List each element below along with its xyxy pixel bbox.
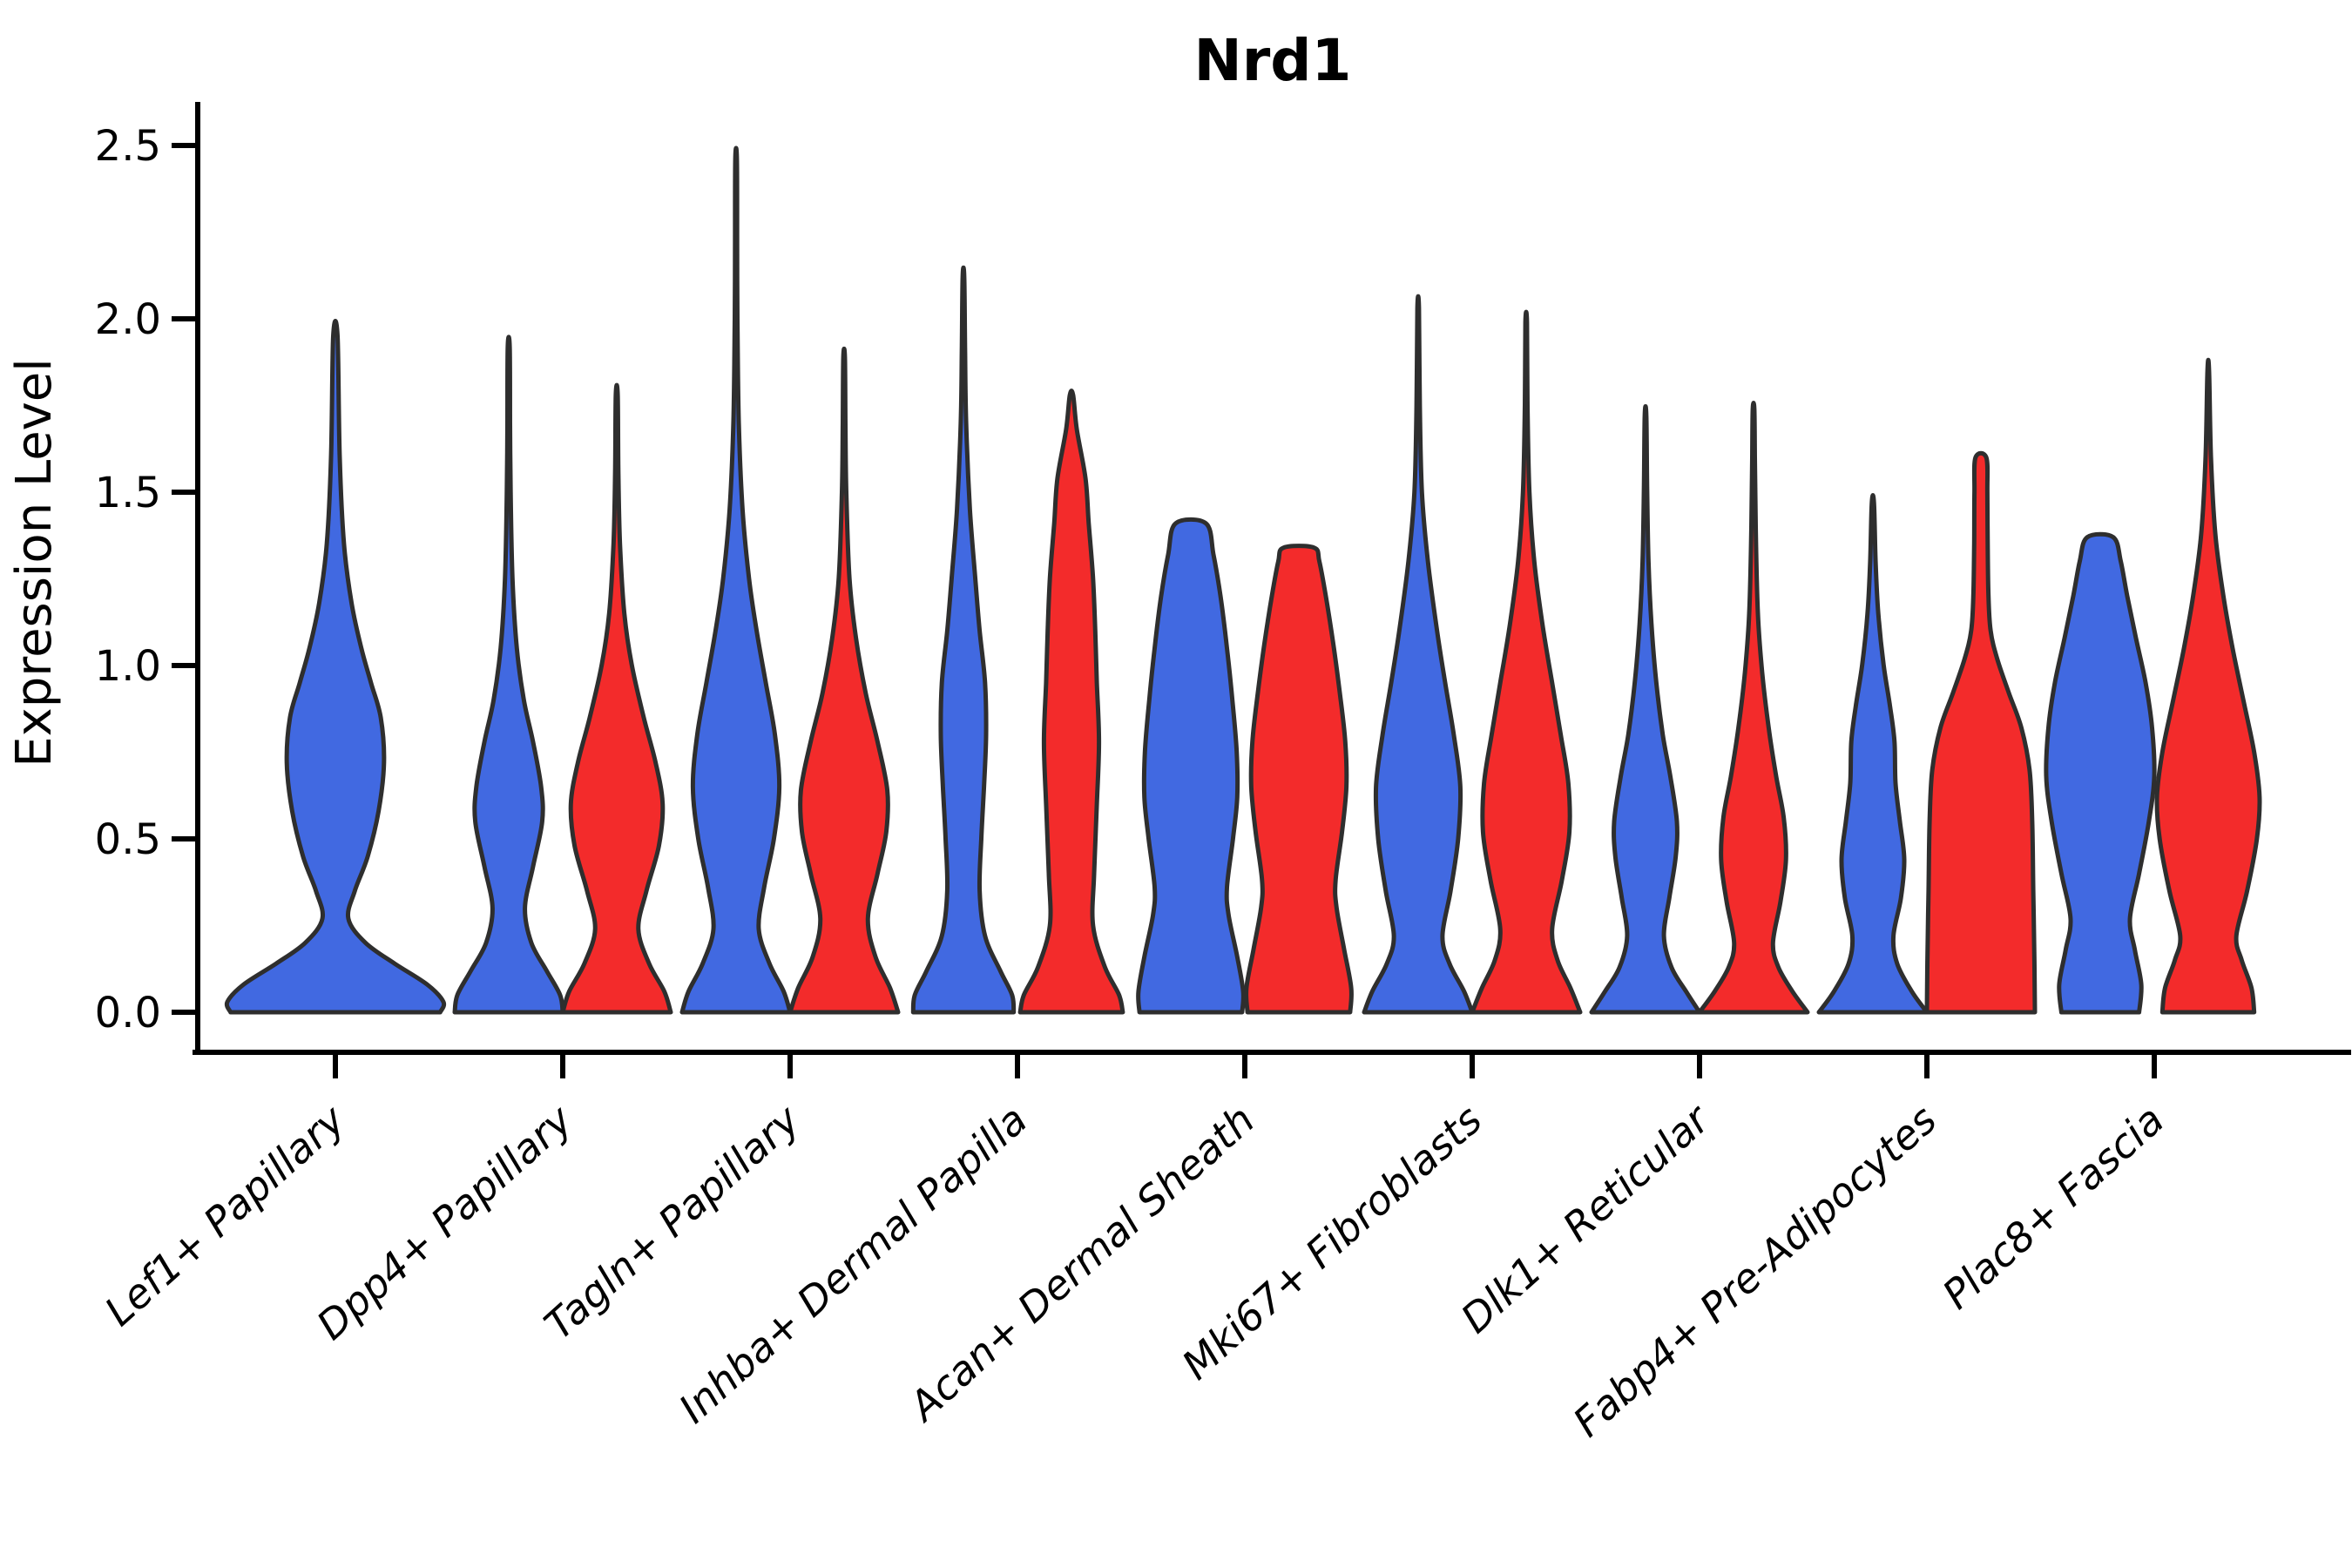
violin-fabp4-pre-adipocytes-blue	[1816, 493, 1930, 1015]
violin-plac8-fascia-blue	[2044, 531, 2157, 1015]
y-tick-label-0.0: 0.0	[95, 989, 161, 1037]
y-axis-label: Expression Level	[6, 358, 63, 767]
y-axis-ticks: 0.0 0.5 1.0 1.5 2.0 2.5	[95, 122, 198, 1037]
y-tick-label-1.0: 1.0	[95, 642, 161, 691]
y-tick-label-1.5: 1.5	[95, 469, 161, 517]
y-tick-label-2.0: 2.0	[95, 295, 161, 344]
violin-dpp4-papillary-blue	[452, 335, 565, 1015]
violin-dlk1-reticular-blue	[1589, 403, 1702, 1015]
violin-mki67-fibroblasts-blue	[1362, 294, 1475, 1015]
violin-lef1-papillary-blue	[224, 319, 447, 1015]
violin-acan-dermal-sheath-red	[1244, 544, 1354, 1015]
violin-inhba-dermal-papilla-blue	[910, 265, 1017, 1015]
violin-dlk1-reticular-red	[1697, 401, 1810, 1015]
violin-plac8-fascia-red	[2154, 357, 2262, 1015]
violins-layer	[224, 145, 2262, 1015]
violin-fabp4-pre-adipocytes-red	[1924, 450, 2038, 1015]
x-tick-label-fabp4-pre-adipocytes: Fabp4+ Pre-Adipocytes	[1564, 1096, 1945, 1446]
violin-acan-dermal-sheath-blue	[1136, 517, 1246, 1015]
y-tick-label-2.5: 2.5	[95, 122, 161, 171]
plot-title: Nrd1	[1194, 27, 1352, 94]
y-tick-label-0.5: 0.5	[95, 815, 161, 864]
violin-inhba-dermal-papilla-red	[1017, 389, 1125, 1015]
violin-mki67-fibroblasts-red	[1470, 309, 1583, 1015]
x-tick-label-dlk1-reticular: Dlk1+ Reticular	[1452, 1094, 1720, 1342]
violin-dpp4-papillary-red	[560, 382, 673, 1015]
violin-tagln-papillary-red	[787, 346, 901, 1015]
violin-tagln-papillary-blue	[679, 145, 793, 1015]
x-tick-label-lef1-papillary: Lef1+ Papillary	[96, 1096, 355, 1335]
x-tick-label-plac8-fascia: Plac8+ Fascia	[1933, 1096, 2173, 1318]
